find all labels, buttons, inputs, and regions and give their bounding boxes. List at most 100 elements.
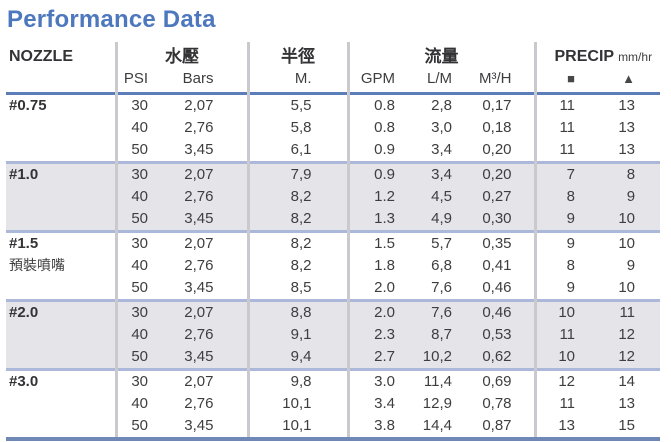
cell-psi: 50 bbox=[131, 141, 148, 158]
cell-psi: 40 bbox=[131, 119, 148, 136]
table-row: 50 3,45 10,1 3.8 14,4 0,87 13 15 bbox=[6, 415, 660, 439]
nozzle-cell: #0.75 bbox=[6, 93, 118, 163]
cell-m3h: 0,46 bbox=[452, 300, 537, 324]
cell-m: 8,2 bbox=[248, 255, 350, 277]
cell-gpm: 0.8 bbox=[374, 119, 395, 136]
table-row: 50 3,45 8,5 2.0 7,6 0,46 9 10 bbox=[6, 277, 660, 301]
cell-lm: 12,9 bbox=[422, 395, 452, 412]
cell-m: 5,5 bbox=[248, 93, 350, 117]
cell-psi: 40 bbox=[116, 186, 148, 208]
nozzle-group: #0.75 30 2,07 5,5 0.8 2,8 0,17 11 13 40 2,76 5,8 0.8… bbox=[6, 93, 660, 163]
table-row: #1.5 預裝噴嘴 30 2,07 8,2 1.5 5,7 0,35 9 10 bbox=[6, 231, 660, 301]
cell-bars: 3,45 bbox=[148, 277, 250, 301]
cell-psi: 30 bbox=[131, 235, 148, 252]
subheader-bars: Bars bbox=[148, 68, 250, 94]
cell-m: 8,2 bbox=[248, 186, 350, 208]
nozzle-group: #1.0 30 2,07 7,9 0.9 3,4 0,20 7 8 40 2,76 8,2 1.2 4,5… bbox=[6, 162, 661, 232]
cell-bars: 3,45 bbox=[148, 208, 250, 232]
cell-m3h: 0,27 bbox=[452, 186, 537, 208]
triangle-icon: ▲ bbox=[622, 71, 636, 86]
square-icon: ■ bbox=[567, 71, 576, 86]
column-group-flow: 流量 bbox=[348, 42, 537, 68]
nozzle-label: #3.0 bbox=[9, 373, 39, 390]
table-row: 50 3,45 6,1 0.9 3,4 0,20 11 13 bbox=[6, 139, 660, 163]
subheader-lm: L/M bbox=[426, 70, 452, 87]
cell-gpm: 3.4 bbox=[374, 395, 395, 412]
cell-psi: 30 bbox=[116, 300, 148, 324]
column-header-nozzle: NOZZLE bbox=[6, 42, 118, 68]
cell-m: 5,8 bbox=[248, 117, 350, 139]
nozzle-cell: #3.0 bbox=[6, 369, 118, 439]
cell-psi: 50 bbox=[116, 208, 148, 232]
cell-m: 8,2 bbox=[248, 231, 350, 255]
column-group-radius: 半徑 bbox=[248, 42, 350, 68]
cell-psi: 30 bbox=[131, 373, 148, 390]
cell-m3h: 0,41 bbox=[452, 255, 537, 277]
nozzle-label: #0.75 bbox=[9, 97, 47, 114]
column-group-pressure: 水壓 bbox=[116, 42, 250, 68]
table-header: NOZZLE 水壓 半徑 流量 PRECIP mm/hr PSI Bars M. … bbox=[6, 42, 661, 94]
cell-lm: 3,0 bbox=[431, 119, 452, 136]
nozzle-group: #2.0 30 2,07 8,8 2.0 7,6 0,46 10 11 40 2,76 9,1 2.3 8… bbox=[6, 300, 661, 370]
cell-precip-square: 11 bbox=[559, 119, 576, 136]
cell-precip-square: 7 bbox=[535, 162, 576, 186]
cell-precip-triangle: 13 bbox=[618, 119, 636, 136]
page-title: Performance Data bbox=[7, 6, 216, 33]
performance-table: NOZZLE 水壓 半徑 流量 PRECIP mm/hr PSI Bars M. … bbox=[6, 42, 661, 441]
cell-bars: 2,07 bbox=[148, 300, 250, 324]
column-group-precip: PRECIP mm/hr bbox=[535, 42, 660, 68]
cell-m3h: 0,17 bbox=[452, 93, 537, 117]
cell-lm: 10,2 bbox=[395, 346, 452, 370]
cell-bars: 3,45 bbox=[148, 139, 250, 163]
cell-gpm: 3.0 bbox=[374, 373, 395, 390]
table-row: #0.75 30 2,07 5,5 0.8 2,8 0,17 11 13 bbox=[6, 93, 660, 163]
subheader-psi: PSI bbox=[123, 70, 148, 87]
cell-precip-square: 13 bbox=[558, 417, 576, 434]
cell-bars: 2,76 bbox=[148, 255, 250, 277]
cell-bars: 3,45 bbox=[148, 415, 250, 439]
table-row: 40 2,76 8,2 1.8 6,8 0,41 8 9 bbox=[6, 255, 660, 277]
table-row: #1.0 30 2,07 7,9 0.9 3,4 0,20 7 8 bbox=[6, 162, 661, 232]
table-row: 50 3,45 8,2 1.3 4,9 0,30 9 10 bbox=[6, 208, 661, 232]
cell-psi: 40 bbox=[131, 395, 148, 412]
cell-m3h: 0,30 bbox=[452, 208, 537, 232]
cell-precip-square: 12 bbox=[558, 373, 576, 390]
table-row: 40 2,76 5,8 0.8 3,0 0,18 11 13 bbox=[6, 117, 660, 139]
table-row: 50 3,45 9,4 2.7 10,2 0,62 10 12 bbox=[6, 346, 661, 370]
performance-data-page: Performance Data NOZZLE 水壓 半徑 流量 PRECIP m… bbox=[0, 6, 671, 442]
cell-bars: 2,07 bbox=[148, 231, 250, 255]
cell-precip-square: 10 bbox=[535, 300, 576, 324]
cell-bars: 2,07 bbox=[148, 162, 250, 186]
cell-m: 9,8 bbox=[248, 369, 350, 393]
nozzle-label: #1.0 bbox=[9, 166, 39, 183]
cell-gpm: 0.9 bbox=[348, 162, 395, 186]
table-row: 40 2,76 8,2 1.2 4,5 0,27 8 9 bbox=[6, 186, 661, 208]
cell-gpm: 1.8 bbox=[374, 257, 395, 274]
cell-lm: 4,9 bbox=[395, 208, 452, 232]
cell-precip-square: 11 bbox=[559, 141, 576, 158]
nozzle-group: #3.0 30 2,07 9,8 3.0 11,4 0,69 12 14 40 2,76 10,1 3.… bbox=[6, 369, 661, 439]
cell-precip-triangle: 14 bbox=[618, 373, 636, 390]
cell-m: 7,9 bbox=[248, 162, 350, 186]
table-row: #3.0 30 2,07 9,8 3.0 11,4 0,69 12 14 bbox=[6, 369, 660, 439]
table-row: 40 2,76 10,1 3.4 12,9 0,78 11 13 bbox=[6, 393, 660, 415]
cell-lm: 3,4 bbox=[431, 141, 452, 158]
cell-precip-square: 9 bbox=[566, 235, 576, 252]
cell-gpm: 1.3 bbox=[348, 208, 395, 232]
cell-precip-square: 11 bbox=[559, 395, 576, 412]
nozzle-group: #1.5 預裝噴嘴 30 2,07 8,2 1.5 5,7 0,35 9 10 40 2,76 8,2 1… bbox=[6, 231, 661, 301]
subheader-empty bbox=[6, 68, 118, 94]
cell-precip-triangle: 11 bbox=[575, 300, 661, 324]
cell-m: 8,5 bbox=[248, 277, 350, 301]
cell-precip-triangle: 15 bbox=[618, 417, 636, 434]
cell-m3h: 0,87 bbox=[452, 415, 537, 439]
cell-precip-square: 9 bbox=[535, 208, 576, 232]
cell-m: 9,1 bbox=[248, 324, 350, 346]
cell-gpm: 2.3 bbox=[348, 324, 395, 346]
cell-m3h: 0,35 bbox=[452, 231, 537, 255]
cell-lm: 3,4 bbox=[395, 162, 452, 186]
cell-gpm: 3.8 bbox=[374, 417, 395, 434]
cell-lm: 5,7 bbox=[431, 235, 452, 252]
cell-m: 10,1 bbox=[248, 393, 350, 415]
cell-gpm: 2.0 bbox=[348, 300, 395, 324]
